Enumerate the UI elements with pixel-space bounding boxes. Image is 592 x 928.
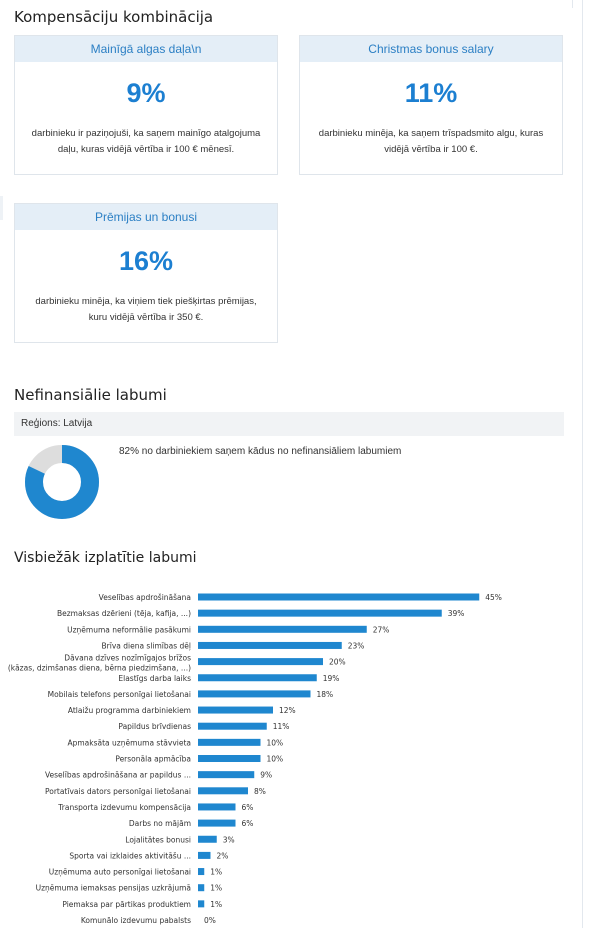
value-label: 1% — [210, 868, 222, 877]
category-label: Uzņēmuma iemaksas pensijas uzkrājumā — [36, 884, 191, 894]
category-label: Veselības apdrošināšana ar papildus ... — [45, 771, 191, 780]
donut-value-segment — [25, 445, 99, 519]
value-label: 19% — [323, 674, 340, 683]
benefit-bar — [198, 803, 236, 811]
card-header: Prēmijas un bonusi — [15, 204, 277, 230]
card-percent: 16% — [118, 246, 174, 276]
card-header: Mainīgā algas daļa\n — [15, 36, 277, 62]
category-label: Sporta vai izklaides aktivitāšu ... — [69, 851, 191, 860]
value-label: 39% — [448, 609, 465, 618]
value-label: 3% — [223, 835, 235, 844]
category-label: Apmaksāta uzņēmuma stāvvieta — [67, 738, 191, 748]
benefit-bar — [198, 868, 205, 876]
value-label: 6% — [242, 819, 254, 828]
category-label: Darbs no mājām — [129, 819, 191, 828]
value-label: 10% — [267, 738, 284, 747]
nonfinancial-section-title: Nefinansiālie labumi — [14, 386, 167, 404]
benefit-bar — [198, 900, 205, 908]
value-label: 45% — [485, 593, 502, 602]
card-percent: 9% — [126, 78, 166, 108]
christmas-bonus-card: Christmas bonus salary 11% darbinieku mi… — [299, 35, 563, 175]
benefit-bar — [198, 658, 323, 666]
category-label: Personāla apmācība — [115, 755, 191, 764]
category-label: Portatīvais dators personīgai lietošanai — [45, 787, 191, 796]
benefit-bar — [198, 609, 442, 617]
value-label: 20% — [329, 658, 346, 667]
benefit-bar — [198, 706, 273, 714]
value-label: 1% — [210, 884, 222, 893]
category-label: Uzņēmuma neformālie pasākumi — [67, 625, 191, 635]
value-label: 10% — [267, 755, 284, 764]
category-label: Atlaižu programma darbiniekiem — [68, 706, 191, 715]
value-label: 11% — [273, 722, 290, 731]
page-edge-divider — [582, 0, 583, 928]
benefit-bar — [198, 835, 217, 843]
page-edge-divider-top — [572, 0, 573, 8]
value-label: 12% — [279, 706, 296, 715]
category-label: Komunālo izdevumu pabalsts — [81, 916, 191, 925]
card-description: darbinieku minēja, ka saņem trīspadsmito… — [318, 128, 544, 155]
variable-pay-card: Mainīgā algas daļa\n 9% darbinieku ir pa… — [14, 35, 278, 175]
value-label: 2% — [217, 851, 229, 860]
value-label: 6% — [242, 803, 254, 812]
category-label: Mobilais telefons personīgai lietošanai — [48, 690, 191, 699]
compensation-section-title: Kompensāciju kombinācija — [14, 8, 214, 26]
bonuses-card: Prēmijas un bonusi 16% darbinieku minēja… — [14, 203, 278, 343]
card-description: darbinieku ir paziņojuši, ka saņem mainī… — [31, 128, 261, 155]
nonfinancial-donut-chart — [25, 445, 99, 519]
benefit-bar — [198, 674, 317, 682]
benefit-bar — [198, 641, 342, 649]
value-label: 8% — [254, 787, 266, 796]
category-label: Bezmaksas dzērieni (tēja, kafija, ...) — [57, 609, 191, 618]
nonfinancial-summary-text: 82% no darbiniekiem saņem kādus no nefin… — [119, 446, 402, 457]
category-label: Piemaksa par pārtikas produktiem — [62, 900, 191, 909]
category-label: Brīva diena slimības dēļ — [102, 641, 192, 651]
benefit-bar — [198, 787, 248, 795]
benefit-bar — [198, 771, 255, 779]
card-header: Christmas bonus salary — [300, 36, 562, 62]
value-label: 27% — [373, 625, 390, 634]
benefit-bar — [198, 722, 267, 730]
category-label: Uzņēmuma auto personīgai lietošanai — [49, 868, 191, 878]
benefit-bar — [198, 819, 236, 827]
benefits-bar-chart: Veselības apdrošināšana 45% Bezmaksas dzēr… — [8, 593, 502, 925]
card-percent: 11% — [404, 78, 458, 108]
category-label: (kāzas, dzimšanas diena, bērna piedzimša… — [8, 664, 191, 673]
benefit-bar — [198, 690, 311, 698]
value-label: 23% — [348, 641, 365, 650]
value-label: 1% — [210, 900, 222, 909]
benefit-bar — [198, 625, 367, 633]
category-label: Papildus brīvdienas — [118, 722, 191, 731]
region-filter-label: Reģions: Latvija — [14, 412, 564, 436]
value-label: 18% — [317, 690, 334, 699]
benefits-section-title: Visbiežāk izplatītie labumi — [14, 550, 197, 566]
benefit-bar — [198, 851, 211, 859]
category-label: Lojalitātes bonusi — [125, 835, 191, 844]
category-label: Dāvana dzīves nozīmīgajos brīžos — [64, 654, 191, 663]
category-label: Elastīgs darba laiks — [118, 674, 191, 683]
category-label: Veselības apdrošināšana — [99, 593, 191, 602]
benefit-bar — [198, 755, 261, 762]
benefit-bar — [198, 593, 480, 601]
left-strip-marker — [0, 196, 3, 220]
benefit-bar — [198, 884, 205, 892]
card-description: darbinieku minēja, ka viņiem tiek piešķi… — [35, 296, 257, 323]
benefit-bar — [198, 738, 261, 746]
value-label: 9% — [260, 771, 272, 780]
value-label: 0% — [204, 916, 216, 925]
category-label: Transporta izdevumu kompensācija — [57, 803, 191, 812]
